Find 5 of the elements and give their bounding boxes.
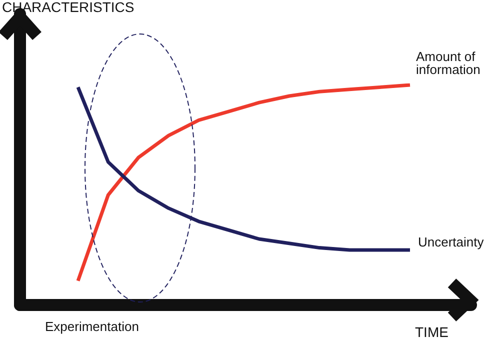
series-label: Uncertainty (418, 234, 484, 250)
x-axis-title: TIME (415, 324, 448, 340)
y-axis-title: CHARACTERISTICS (2, 0, 134, 15)
text: Experimentation (45, 319, 139, 334)
series-label: Amount of information (416, 49, 480, 77)
